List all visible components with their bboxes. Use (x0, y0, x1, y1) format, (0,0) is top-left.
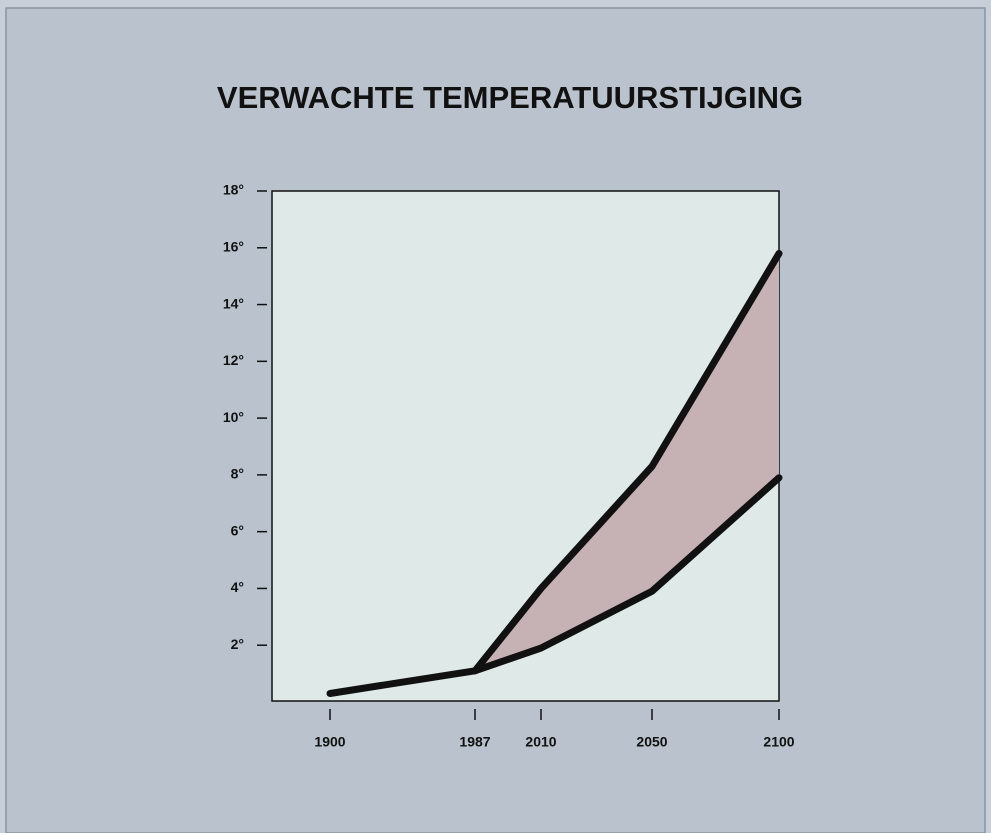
y-tick-label: 16° (223, 238, 244, 254)
x-tick-label: 1900 (314, 734, 345, 750)
x-tick-label: 2050 (636, 734, 667, 750)
range-fill (475, 253, 779, 671)
y-tick-label: 6° (231, 522, 244, 538)
line (471, 249, 783, 675)
y-tick-label: 18° (223, 182, 244, 198)
y-tick-label: 10° (223, 409, 244, 425)
x-tick-label: 1987 (459, 734, 490, 750)
y-tick-label: 2° (231, 636, 244, 652)
x-tick-label: 2010 (525, 734, 556, 750)
x-tick-label: 2100 (763, 734, 794, 750)
y-tick-label: 4° (231, 579, 244, 595)
chart-title: VERWACHTE TEMPERATUURSTIJGING (217, 80, 803, 115)
y-tick-label: 14° (223, 295, 244, 311)
line (326, 474, 783, 697)
y-tick-label: 8° (231, 466, 244, 482)
y-tick-label: 12° (223, 352, 244, 368)
